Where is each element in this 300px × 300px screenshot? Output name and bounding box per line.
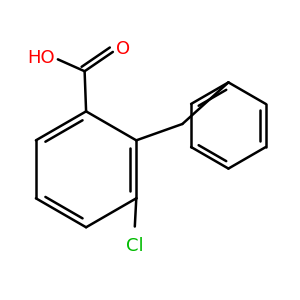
Text: O: O <box>116 40 130 58</box>
Text: Cl: Cl <box>126 237 144 255</box>
Text: HO: HO <box>27 49 55 67</box>
